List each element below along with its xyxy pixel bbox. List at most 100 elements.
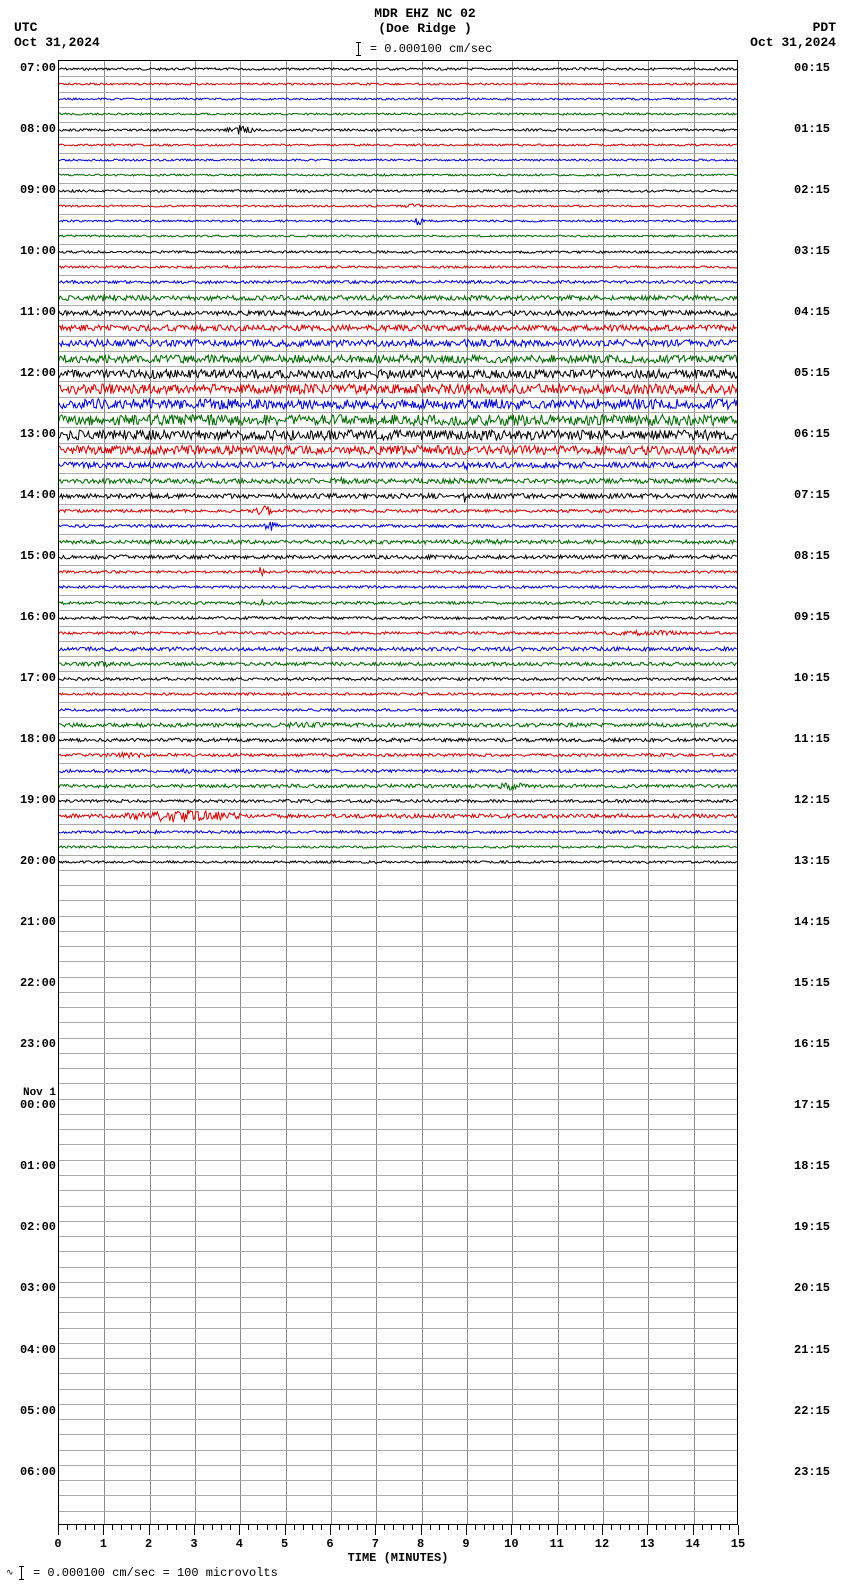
utc-hour-label: 06:00 [2, 1466, 56, 1478]
x-tick-minor [620, 1525, 621, 1530]
pdt-hour-label: 15:15 [794, 977, 848, 989]
utc-hour-label: 17:00 [2, 672, 56, 684]
utc-date-extra: Nov 1 [2, 1087, 56, 1099]
grid-h [59, 1419, 737, 1420]
grid-h [59, 1282, 737, 1283]
pdt-hour-label: 00:15 [794, 62, 848, 74]
x-tick-minor [257, 1525, 258, 1530]
grid-h [59, 1175, 737, 1176]
station-block: MDR EHZ NC 02 (Doe Ridge ) [0, 6, 850, 36]
utc-hour-label: 11:00 [2, 306, 56, 318]
x-tick-minor [548, 1525, 549, 1530]
x-tick-minor [684, 1525, 685, 1530]
utc-hour-label: 13:00 [2, 428, 56, 440]
x-tick-label: 5 [281, 1537, 288, 1551]
pdt-hour-label: 04:15 [794, 306, 848, 318]
utc-hour-label: 08:00 [2, 123, 56, 135]
grid-h [59, 1358, 737, 1359]
utc-hour-label: 16:00 [2, 611, 56, 623]
grid-h [59, 1038, 737, 1039]
grid-h [59, 931, 737, 932]
x-tick-minor [267, 1525, 268, 1530]
x-tick-minor [566, 1525, 567, 1530]
x-tick-minor [112, 1525, 113, 1530]
x-tick-major [421, 1525, 422, 1535]
x-tick-major [330, 1525, 331, 1535]
grid-h [59, 961, 737, 962]
x-tick-minor [430, 1525, 431, 1530]
grid-h [59, 885, 737, 886]
utc-hour-label: 23:00 [2, 1038, 56, 1050]
x-tick-label: 14 [685, 1537, 699, 1551]
x-tick-minor [366, 1525, 367, 1530]
grid-h [59, 900, 737, 901]
pdt-hour-label: 01:15 [794, 123, 848, 135]
grid-h [59, 1450, 737, 1451]
x-tick-minor [230, 1525, 231, 1530]
grid-h [59, 1251, 737, 1252]
x-tick-label: 12 [595, 1537, 609, 1551]
utc-hour-label: 22:00 [2, 977, 56, 989]
grid-h [59, 1068, 737, 1069]
x-tick-label: 10 [504, 1537, 518, 1551]
x-tick-label: 13 [640, 1537, 654, 1551]
x-tick-minor [212, 1525, 213, 1530]
x-tick-minor [167, 1525, 168, 1530]
pdt-hour-label: 02:15 [794, 184, 848, 196]
grid-h [59, 1480, 737, 1481]
x-tick-minor [484, 1525, 485, 1530]
x-tick-major [466, 1525, 467, 1535]
x-tick-minor [276, 1525, 277, 1530]
x-tick-minor [675, 1525, 676, 1530]
x-tick-minor [529, 1525, 530, 1530]
x-axis: TIME (MINUTES) 0123456789101112131415 [58, 1525, 738, 1565]
x-tick-major [602, 1525, 603, 1535]
x-tick-minor [85, 1525, 86, 1530]
x-tick-minor [357, 1525, 358, 1530]
x-tick-label: 11 [549, 1537, 563, 1551]
x-tick-minor [629, 1525, 630, 1530]
pdt-hour-label: 05:15 [794, 367, 848, 379]
x-tick-label: 4 [236, 1537, 243, 1551]
utc-hour-label: 05:00 [2, 1405, 56, 1417]
grid-h [59, 916, 737, 917]
x-tick-minor [121, 1525, 122, 1530]
utc-hour-label: 18:00 [2, 733, 56, 745]
station-line2: (Doe Ridge ) [0, 21, 850, 36]
grid-h [59, 1114, 737, 1115]
grid-h [59, 1373, 737, 1374]
x-tick-minor [720, 1525, 721, 1530]
pdt-hour-label: 14:15 [794, 916, 848, 928]
pdt-hour-label: 12:15 [794, 794, 848, 806]
x-tick-minor [221, 1525, 222, 1530]
pdt-hour-label: 06:15 [794, 428, 848, 440]
utc-hour-label: 09:00 [2, 184, 56, 196]
x-tick-minor [638, 1525, 639, 1530]
grid-h [59, 1511, 737, 1512]
pdt-hour-label: 20:15 [794, 1282, 848, 1294]
x-tick-label: 0 [54, 1537, 61, 1551]
x-tick-major [194, 1525, 195, 1535]
grid-h [59, 1190, 737, 1191]
x-tick-label: 9 [462, 1537, 469, 1551]
utc-hour-label: 02:00 [2, 1221, 56, 1233]
x-tick-minor [203, 1525, 204, 1530]
pdt-hour-label: 03:15 [794, 245, 848, 257]
grid-h [59, 1312, 737, 1313]
grid-h [59, 1343, 737, 1344]
utc-hour-label: 04:00 [2, 1344, 56, 1356]
x-tick-minor [448, 1525, 449, 1530]
x-tick-minor [665, 1525, 666, 1530]
grid-h [59, 1495, 737, 1496]
x-tick-major [285, 1525, 286, 1535]
x-tick-minor [76, 1525, 77, 1530]
grid-h [59, 1404, 737, 1405]
utc-hour-label: 12:00 [2, 367, 56, 379]
x-tick-major [647, 1525, 648, 1535]
x-tick-minor [140, 1525, 141, 1530]
grid-h [59, 1328, 737, 1329]
x-tick-major [149, 1525, 150, 1535]
x-tick-minor [729, 1525, 730, 1530]
x-tick-major [375, 1525, 376, 1535]
x-tick-label: 7 [372, 1537, 379, 1551]
